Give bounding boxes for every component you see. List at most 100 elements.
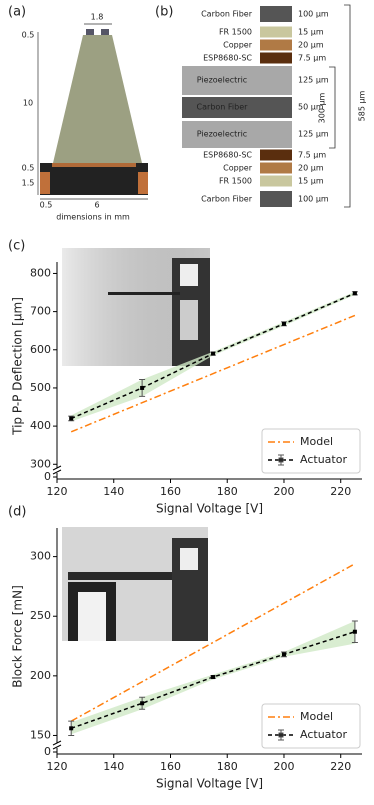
y-tick-label: 250: [30, 609, 51, 622]
data-point: [281, 321, 286, 326]
layer-thickness: 100 µm: [298, 195, 329, 204]
layer-thickness: 7.5 µm: [298, 54, 326, 63]
layer-thickness: 125 µm: [298, 130, 329, 139]
dimension-label: 1.5: [22, 179, 35, 188]
bracket: [344, 4, 351, 208]
layer-label: Carbon Fiber: [201, 195, 253, 204]
y-tick-label: 0: [44, 470, 51, 483]
y-tick-label: 600: [30, 343, 51, 356]
bracket: [329, 66, 336, 149]
panel-label: (c): [8, 239, 25, 254]
layer-label: Carbon Fiber: [197, 103, 249, 112]
legend-label: Model: [300, 710, 333, 723]
layer-thickness: 50 µm: [298, 103, 324, 112]
dimension-label: 0.5: [22, 31, 35, 40]
data-point: [140, 385, 145, 390]
dimension-label: 1.8: [91, 13, 104, 22]
panel-label: (a): [8, 5, 26, 20]
data-point: [211, 675, 216, 680]
series-line: [70, 563, 356, 722]
dimension-label: 10: [23, 99, 33, 108]
dimension-note: dimensions in mm: [56, 213, 130, 222]
axis-break: [52, 740, 62, 750]
legend-label: Actuator: [300, 453, 347, 466]
x-tick-label: 200: [273, 485, 294, 498]
dimension-label: 6: [94, 201, 99, 210]
layer-label: Piezoelectric: [197, 130, 247, 139]
y-tick-label: 150: [30, 728, 51, 741]
bracket-label: 585 µm: [358, 90, 367, 121]
axis-break: [52, 465, 62, 475]
layer-label: Piezoelectric: [197, 76, 247, 85]
layer-box: [182, 66, 292, 95]
y-tick-label: 0: [44, 745, 51, 758]
layer-swatch: [260, 162, 292, 174]
y-tick-label: 700: [30, 305, 51, 318]
legend-swatch: [278, 454, 284, 466]
inset-photo-c: [62, 248, 210, 366]
layer-swatch: [260, 39, 292, 51]
y-tick-label: 300: [30, 550, 51, 563]
x-tick-label: 160: [160, 760, 181, 773]
layer-thickness: 7.5 µm: [298, 151, 326, 160]
layer-box: [182, 97, 292, 118]
layer-thickness: 100 µm: [298, 10, 329, 19]
layer-label: Copper: [223, 164, 253, 173]
series-line: [70, 314, 356, 433]
layer-swatch: [260, 26, 292, 38]
panel-label: (b): [155, 5, 173, 20]
layer-thickness: 15 µm: [298, 177, 324, 186]
x-tick-label: 180: [217, 485, 238, 498]
dimension-label: 0.5: [22, 164, 35, 173]
y-tick-label: 800: [30, 266, 51, 279]
legend-label: Actuator: [300, 728, 347, 741]
bracket-label: 300 µm: [318, 92, 327, 123]
layer-label: ESP8680-SC: [203, 151, 252, 160]
layer-label: Copper: [223, 41, 253, 50]
layer-label: FR 1500: [219, 28, 252, 37]
x-tick-label: 120: [47, 760, 68, 773]
layer-label: FR 1500: [219, 177, 252, 186]
layer-label: Carbon Fiber: [201, 10, 253, 19]
x-tick-label: 160: [160, 485, 181, 498]
data-point: [211, 351, 216, 356]
layer-swatch: [260, 149, 292, 161]
x-axis-label: Signal Voltage [V]: [156, 777, 263, 791]
layer-swatch: [260, 52, 292, 64]
data-point: [281, 652, 286, 657]
x-tick-label: 220: [330, 760, 351, 773]
legend-label: Model: [300, 435, 333, 448]
data-point: [69, 726, 74, 731]
x-tick-label: 220: [330, 485, 351, 498]
y-axis-label: Block Force [mN]: [11, 585, 25, 688]
panel-label: (d): [8, 505, 26, 520]
y-axis-label: Tip P-P Deflection [µm]: [11, 297, 25, 436]
y-tick-label: 500: [30, 381, 51, 394]
x-tick-label: 120: [47, 485, 68, 498]
data-point: [352, 291, 357, 296]
inset-photo-d: [62, 527, 208, 641]
x-axis-label: Signal Voltage [V]: [156, 502, 263, 516]
y-tick-label: 400: [30, 419, 51, 432]
actuator-photo: [37, 23, 148, 200]
dimension-label: 0.5: [40, 201, 53, 210]
layer-swatch: [260, 191, 292, 207]
x-tick-label: 140: [103, 760, 124, 773]
x-tick-label: 180: [217, 760, 238, 773]
data-point: [352, 629, 357, 634]
layer-thickness: 15 µm: [298, 28, 324, 37]
layer-label: ESP8680-SC: [203, 54, 252, 63]
layer-box: [182, 121, 292, 148]
legend-box: [261, 703, 361, 749]
data-point: [140, 701, 145, 706]
layer-swatch: [260, 6, 292, 22]
data-point: [69, 416, 74, 421]
legend-swatch: [278, 729, 284, 741]
x-tick-label: 200: [273, 760, 294, 773]
layer-thickness: 125 µm: [298, 76, 329, 85]
y-tick-label: 200: [30, 669, 51, 682]
layer-thickness: 20 µm: [298, 164, 324, 173]
layer-swatch: [260, 175, 292, 187]
legend-box: [261, 428, 361, 474]
